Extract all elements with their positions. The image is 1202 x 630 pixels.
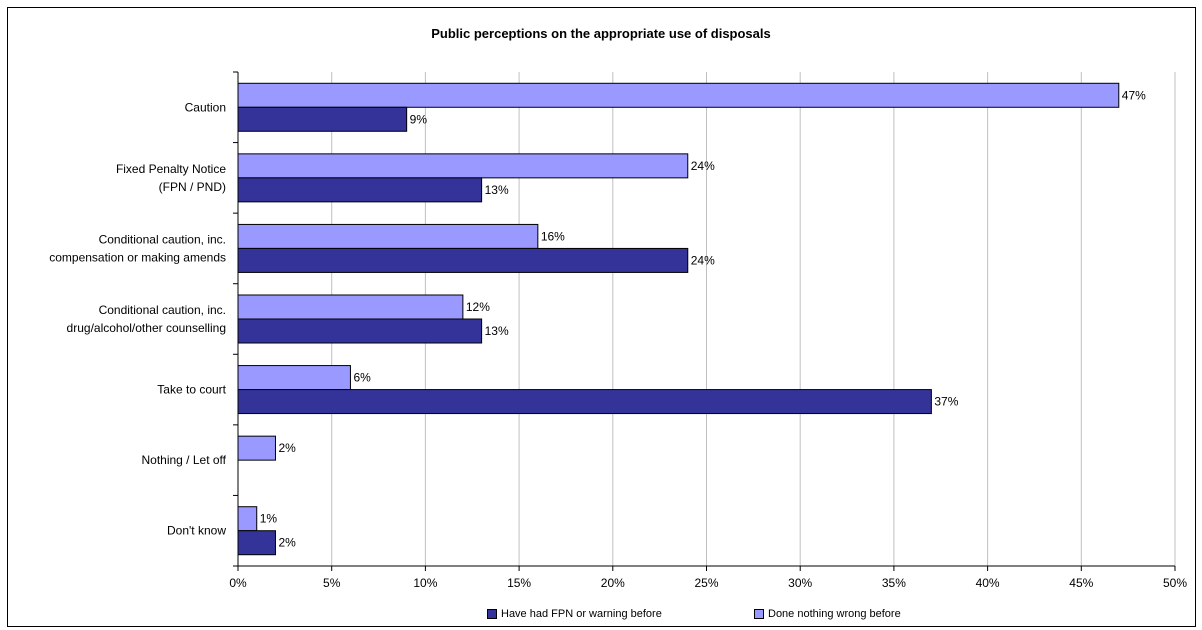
data-label: 24%: [691, 159, 715, 173]
bar-done-nothing: [237, 153, 689, 179]
category-label: Fixed Penalty Notice: [116, 162, 226, 176]
x-tick-label: 25%: [694, 576, 718, 590]
bar-done-nothing: [237, 294, 464, 320]
category-label: Conditional caution, inc.: [99, 232, 226, 246]
category-label: Conditional caution, inc.: [99, 303, 226, 317]
legend-swatch-done-nothing: [754, 609, 764, 619]
data-label: 13%: [485, 183, 509, 197]
bar-have-had-fpn: [237, 389, 932, 415]
category-label: drug/alcohol/other counselling: [67, 321, 226, 335]
data-label: 16%: [541, 229, 565, 243]
x-tick-label: 10%: [413, 576, 437, 590]
bar-have-had-fpn: [237, 177, 483, 203]
x-tick-label: 50%: [1163, 576, 1187, 590]
bar-have-had-fpn: [237, 247, 689, 273]
data-label: 37%: [934, 395, 958, 409]
chart-frame: [7, 7, 1196, 627]
bar-have-had-fpn: [237, 530, 276, 556]
bar-have-had-fpn: [237, 318, 483, 344]
legend: Have had FPN or warning before Done noth…: [0, 608, 1202, 624]
category-label: Caution: [185, 100, 226, 114]
bar-done-nothing: [237, 506, 258, 532]
category-label: (FPN / PND): [159, 180, 226, 194]
data-label: 47%: [1122, 88, 1146, 102]
x-tick-label: 20%: [601, 576, 625, 590]
x-tick-label: 35%: [882, 576, 906, 590]
x-tick-label: 15%: [507, 576, 531, 590]
legend-item-done-nothing: Done nothing wrong before: [754, 608, 901, 620]
data-label: 6%: [353, 371, 371, 385]
legend-label-done-nothing: Done nothing wrong before: [768, 608, 901, 620]
data-label: 1%: [260, 512, 278, 526]
bar-have-had-fpn: [237, 106, 408, 132]
x-tick-label: 5%: [323, 576, 341, 590]
data-label: 12%: [466, 300, 490, 314]
data-label: 24%: [691, 253, 715, 267]
bar-done-nothing: [237, 82, 1120, 108]
category-label: Take to court: [157, 383, 226, 397]
chart-title: Public perceptions on the appropriate us…: [431, 26, 771, 41]
bar-done-nothing: [237, 223, 539, 249]
x-tick-label: 30%: [788, 576, 812, 590]
bar-done-nothing: [237, 435, 276, 461]
category-label: Don't know: [167, 524, 226, 538]
x-tick-label: 45%: [1069, 576, 1093, 590]
legend-item-have-had-fpn: Have had FPN or warning before: [487, 608, 662, 620]
bar-done-nothing: [237, 365, 351, 391]
data-label: 9%: [410, 112, 428, 126]
legend-swatch-have-had-fpn: [487, 609, 497, 619]
data-label: 2%: [278, 441, 296, 455]
data-label: 13%: [485, 324, 509, 338]
category-label: Nothing / Let off: [141, 453, 226, 467]
data-label: 2%: [278, 536, 296, 550]
legend-label-have-had-fpn: Have had FPN or warning before: [501, 608, 662, 620]
category-label: compensation or making amends: [49, 250, 226, 264]
x-tick-label: 0%: [229, 576, 247, 590]
x-tick-label: 40%: [976, 576, 1000, 590]
